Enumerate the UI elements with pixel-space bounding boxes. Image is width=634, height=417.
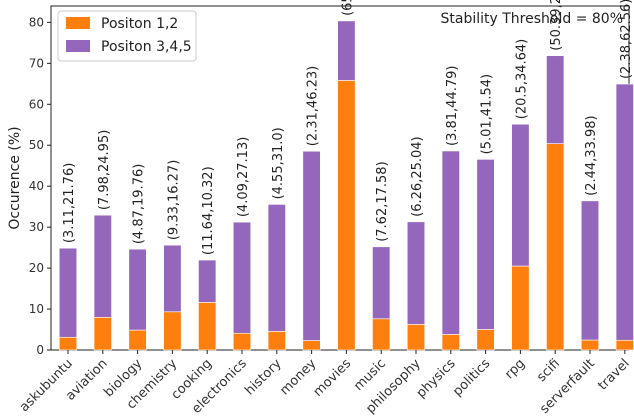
legend-label-position-1-2: Positon 1,2 — [101, 16, 178, 32]
bars-group — [58, 20, 634, 351]
x-tick-label: travel — [595, 356, 632, 393]
bar-segment-position-1-2 — [615, 339, 634, 351]
x-tick-label: politics — [450, 356, 493, 399]
bar-segment-position-1-2 — [302, 340, 321, 351]
bar-segment-position-3-4-5 — [302, 150, 321, 341]
bar-value-label: (3.11,21.76) — [62, 163, 77, 243]
bar-segment-position-3-4-5 — [546, 55, 565, 144]
legend-box — [57, 10, 197, 62]
bar-value-label: (2.31,46.23) — [306, 66, 321, 146]
bar-value-label: (4.55,31.0) — [271, 127, 286, 199]
bar-annotations: (3.11,21.76) (7.98,24.95) (4.87,19.76) (9.3… — [62, 0, 634, 255]
bar-value-label: (5.01,41.54) — [480, 74, 495, 154]
bar-segment-position-3-4-5 — [441, 150, 460, 335]
bar-segment-position-3-4-5 — [163, 244, 182, 313]
legend-label-position-3-4-5: Positon 3,4,5 — [101, 39, 192, 55]
bar-segment-position-3-4-5 — [476, 159, 495, 330]
bar-segment-position-3-4-5 — [58, 247, 78, 338]
y-tick-label: 70 — [29, 56, 44, 70]
bar-segment-position-3-4-5 — [406, 221, 426, 325]
y-tick-label: 40 — [29, 179, 44, 193]
bar-value-label: (11.64,10.32) — [201, 166, 216, 255]
y-tick-label: 10 — [29, 302, 44, 316]
bar-segment-position-3-4-5 — [198, 259, 217, 303]
bar-segment-position-1-2 — [163, 311, 182, 351]
bar-value-label: (2.44,33.98) — [584, 115, 599, 195]
bar-segment-position-3-4-5 — [580, 200, 600, 341]
bar-value-label: (50.39,21.47) — [549, 0, 564, 51]
bar-value-label: (65.82,14.54) — [340, 0, 355, 16]
bar-segment-position-3-4-5 — [372, 246, 391, 320]
x-tick-label: movies — [311, 356, 355, 400]
legend-swatch-position-1-2 — [66, 17, 90, 29]
bar-segment-position-1-2 — [580, 339, 600, 351]
bar-value-label: (4.09,27.13) — [236, 137, 251, 217]
x-axis: askubuntuaviationbiologychemistrycooking… — [17, 350, 633, 417]
bar-segment-position-1-2 — [267, 331, 286, 351]
legend-swatch-position-3-4-5 — [66, 40, 90, 52]
bar-segment-position-3-4-5 — [93, 214, 112, 318]
x-tick-label: physics — [414, 356, 459, 401]
bar-segment-position-1-2 — [93, 317, 112, 351]
bar-segment-position-3-4-5 — [615, 83, 634, 341]
bar-segment-position-1-2 — [58, 336, 78, 351]
x-tick-label: askubuntu — [17, 356, 76, 415]
y-tick-label: 50 — [29, 138, 44, 152]
y-axis: 0 10 20 30 40 50 60 70 80 — [29, 15, 51, 357]
bar-segment-position-1-2 — [337, 80, 356, 351]
bar-segment-position-1-2 — [372, 318, 391, 351]
bar-segment-position-3-4-5 — [232, 221, 252, 334]
stability-threshold-label: Stability Threshold = 80% — [441, 11, 623, 27]
bar-segment-position-1-2 — [546, 143, 565, 351]
bar-value-label: (6.26,25.04) — [410, 136, 425, 216]
y-tick-label: 80 — [29, 15, 44, 29]
bar-value-label: (9.33,16.27) — [166, 160, 181, 240]
bar-segment-position-1-2 — [511, 265, 530, 351]
x-tick-label: scifi — [534, 356, 563, 385]
bar-segment-position-3-4-5 — [267, 204, 286, 332]
bar-segment-position-1-2 — [476, 329, 495, 351]
bar-value-label: (4.87,19.76) — [132, 164, 147, 244]
bar-value-label: (20.5,34.64) — [514, 39, 529, 119]
bar-segment-position-1-2 — [198, 302, 217, 351]
x-tick-label: rpg — [502, 356, 528, 382]
bar-value-label: (7.62,17.58) — [375, 161, 390, 241]
bar-segment-position-3-4-5 — [337, 20, 356, 81]
bar-value-label: (3.81,44.79) — [445, 66, 460, 146]
bar-segment-position-1-2 — [441, 334, 460, 351]
bar-value-label: (2.38,62.56) — [619, 0, 634, 79]
y-tick-label: 20 — [29, 261, 44, 275]
legend: Positon 1,2 Positon 3,4,5 — [57, 10, 197, 62]
y-tick-label: 60 — [29, 97, 44, 111]
y-tick-label: 30 — [29, 220, 44, 234]
bar-segment-position-1-2 — [406, 324, 426, 351]
y-axis-title: Occurence (%) — [7, 126, 23, 229]
y-tick-label: 0 — [36, 343, 44, 357]
bar-segment-position-1-2 — [128, 329, 147, 351]
bar-segment-position-1-2 — [232, 332, 252, 351]
bar-value-label: (7.98,24.95) — [97, 130, 112, 210]
bar-segment-position-3-4-5 — [128, 248, 147, 331]
bar-segment-position-3-4-5 — [511, 123, 530, 267]
x-tick-label: history — [242, 356, 284, 398]
